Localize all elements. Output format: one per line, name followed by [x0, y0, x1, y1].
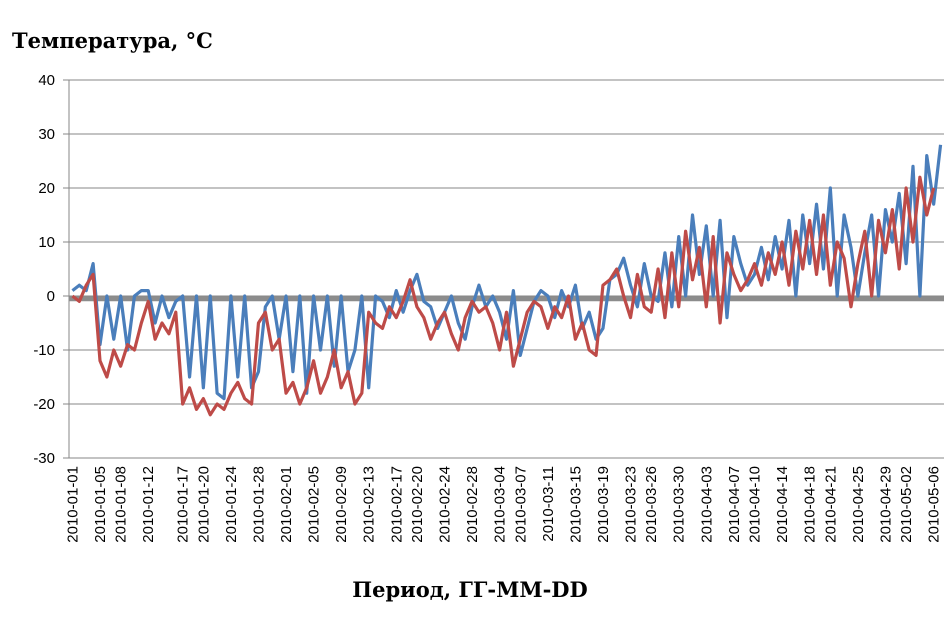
- x-tick-label: 2010-03-15: [567, 466, 584, 543]
- x-tick-label: 2010-01-12: [140, 466, 157, 543]
- x-tick-label: 2010-04-10: [747, 466, 764, 543]
- y-tick-label: 10: [38, 234, 55, 251]
- x-tick-label: 2010-02-17: [388, 466, 405, 543]
- x-tick-label: 2010-03-04: [492, 466, 509, 543]
- x-tick-label: 2010-03-30: [671, 466, 688, 543]
- x-tick-label: 2010-04-25: [850, 466, 867, 543]
- x-axis-title: Период, ГГ-ММ-DD: [352, 577, 587, 602]
- y-tick-label: 20: [38, 180, 55, 197]
- x-tick-label: 2010-01-01: [64, 466, 81, 543]
- x-tick-label: 2010-01-17: [175, 466, 192, 543]
- x-tick-label: 2010-03-23: [623, 466, 640, 543]
- y-tick-label: -10: [33, 342, 55, 359]
- x-tick-label: 2010-02-05: [306, 466, 323, 543]
- x-tick-label: 2010-02-01: [278, 466, 295, 543]
- x-tick-label: 2010-02-20: [409, 466, 426, 543]
- x-tick-label: 2010-04-18: [802, 466, 819, 543]
- x-tick-label: 2010-02-13: [361, 466, 378, 543]
- y-tick-label: 40: [38, 72, 55, 89]
- x-tick-label: 2010-02-28: [464, 466, 481, 543]
- x-tick-label: 2010-04-07: [726, 466, 743, 543]
- y-tick-label: 30: [38, 126, 55, 143]
- x-tick-label: 2010-02-09: [333, 466, 350, 543]
- x-tick-label: 2010-04-03: [698, 466, 715, 543]
- data-line: [71, 144, 943, 401]
- x-tick-label: 2010-03-11: [540, 466, 557, 542]
- x-tick-label: 2010-03-07: [512, 466, 529, 543]
- x-tick-label: 2010-01-28: [250, 466, 267, 543]
- x-tick-label: 2010-05-02: [898, 466, 915, 543]
- x-tick-label: 2010-04-29: [877, 466, 894, 543]
- data-line: [71, 175, 936, 417]
- x-tick-label: 2010-04-21: [822, 466, 839, 543]
- x-tick-label: 2010-04-14: [774, 466, 791, 543]
- y-tick-label: -30: [33, 450, 55, 467]
- x-tick-label: 2010-05-06: [926, 466, 943, 543]
- x-tick-label: 2010-03-19: [595, 466, 612, 543]
- y-tick-label: 0: [47, 288, 55, 305]
- x-tick-label: 2010-01-24: [223, 466, 240, 543]
- x-tick-label: 2010-01-08: [113, 466, 130, 543]
- x-tick-label: 2010-03-26: [643, 466, 660, 543]
- x-tick-label: 2010-01-05: [92, 466, 109, 543]
- chart-title: Температура, °C: [12, 28, 213, 53]
- x-tick-label: 2010-01-20: [195, 466, 212, 543]
- x-tick-label: 2010-02-24: [436, 466, 453, 543]
- y-tick-label: -20: [33, 396, 55, 413]
